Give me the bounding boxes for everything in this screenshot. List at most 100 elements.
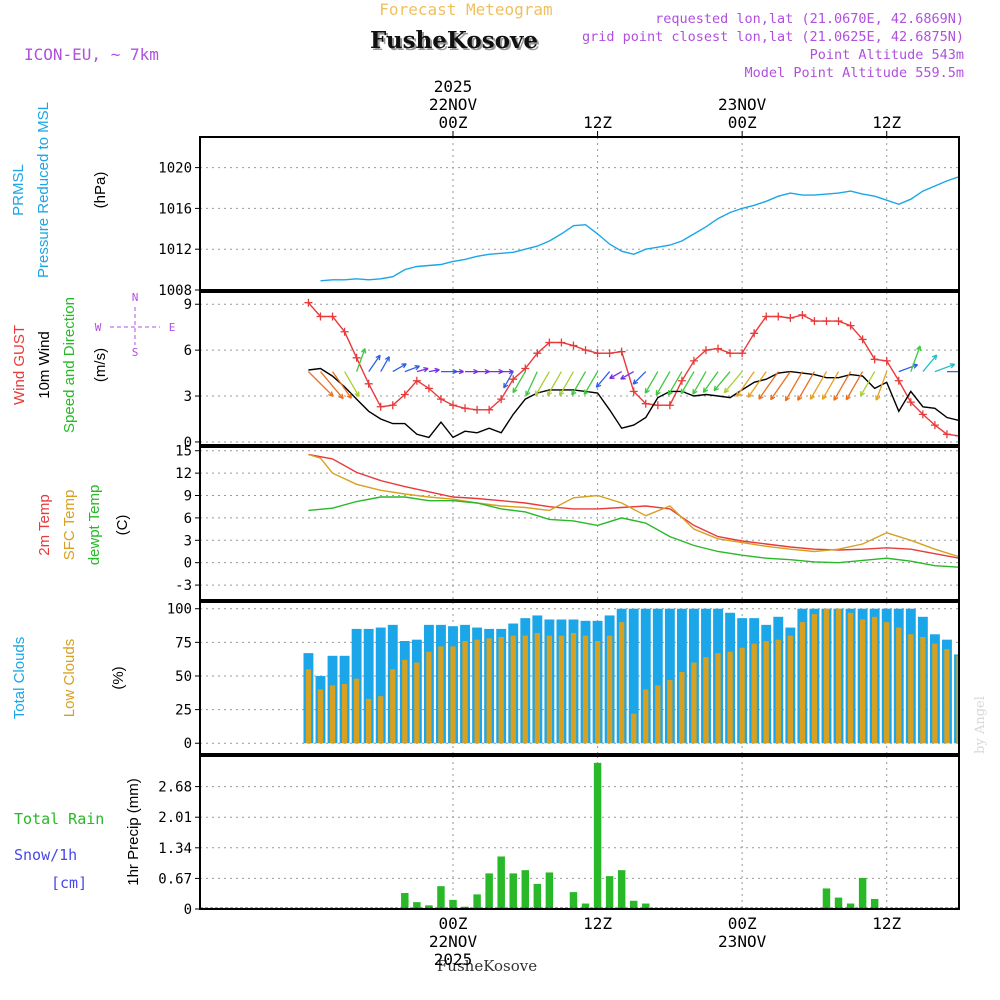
axis-label: (%) <box>110 666 127 689</box>
low-cloud-bar <box>534 632 540 744</box>
wind-arrow <box>809 371 828 400</box>
wind-arrow <box>477 368 490 375</box>
wind-arrow <box>546 371 562 397</box>
wind-arrow <box>620 371 635 380</box>
low-cloud-bar <box>739 647 745 744</box>
total-cloud-bar <box>628 608 639 744</box>
panel-precip: 0 0.67 1.34 2.01 2.68 1hr Precip (mm) Total Ra… <box>14 755 960 918</box>
wind-arrow <box>934 363 956 373</box>
low-cloud-bar <box>655 685 661 744</box>
axis-label: Low Clouds <box>61 639 78 717</box>
low-cloud-bar <box>799 622 806 744</box>
rain-bar <box>545 872 554 909</box>
axis-label: Total Clouds <box>11 637 28 720</box>
gust-marker <box>942 430 951 439</box>
low-cloud-bar <box>884 622 890 744</box>
panel-clouds: 0 25 50 75 100 Total Clouds Low Clouds (%) <box>11 601 960 755</box>
gust-marker <box>569 341 578 350</box>
low-cloud-bar <box>317 689 324 744</box>
axis-label: PRMSL <box>10 164 27 216</box>
gust-marker <box>689 356 698 365</box>
rain-bar <box>846 903 855 909</box>
low-cloud-bar <box>426 651 432 744</box>
wind-arrow <box>702 371 719 393</box>
axis-label: Pressure Reduced to MSL <box>35 102 52 278</box>
y-tick-label: 9 <box>184 489 192 505</box>
low-cloud-bar <box>582 635 589 744</box>
wind-arrow <box>667 371 683 396</box>
panel-frame <box>199 136 960 291</box>
wind-arrow <box>632 371 647 385</box>
gust-marker <box>461 404 470 413</box>
low-cloud-bar <box>305 669 312 744</box>
low-cloud-bar <box>811 614 818 744</box>
series-sfc-temp <box>308 453 959 558</box>
axis-label: (C) <box>114 515 131 536</box>
gust-marker <box>822 317 831 326</box>
gust-marker <box>557 338 566 347</box>
y-tick-label: 0 <box>184 435 192 451</box>
low-cloud-bar <box>920 636 926 744</box>
gust-marker <box>352 353 361 362</box>
top-time-label: 23NOV <box>718 95 767 114</box>
low-cloud-bar <box>703 657 709 744</box>
gust-marker <box>533 349 542 358</box>
data-layer <box>308 453 959 568</box>
axis-label: dewpt Temp <box>86 485 103 566</box>
y-tick-label: 50 <box>175 669 192 685</box>
y-tick-label: 0.67 <box>158 871 192 887</box>
gust-marker <box>412 376 421 385</box>
low-cloud-bar <box>402 659 408 744</box>
data-layer <box>303 608 959 744</box>
low-cloud-bar <box>414 662 420 744</box>
y-tick-label: 9 <box>184 297 192 313</box>
y-tick-label: 1020 <box>158 161 192 177</box>
gust-marker <box>304 298 313 307</box>
gust-marker <box>882 356 891 365</box>
location-title-shadow: FusheKosove <box>372 29 540 56</box>
top-time-label: 12Z <box>872 113 901 132</box>
bottom-time-label: 22NOV <box>429 932 478 951</box>
compass-lines <box>110 307 160 345</box>
y-tick-label: 12 <box>175 466 192 482</box>
wind-arrow <box>503 371 514 389</box>
gust-marker <box>473 405 482 414</box>
rain-bar <box>605 876 614 909</box>
wind-arrow <box>355 348 367 372</box>
low-cloud-bar <box>329 685 336 744</box>
gust-marker <box>581 346 590 355</box>
y-tick-label: 25 <box>175 703 192 719</box>
axis-label: (hPa) <box>92 172 109 209</box>
low-cloud-bar <box>847 612 854 744</box>
panel-frame <box>199 601 960 755</box>
gust-marker <box>726 349 735 358</box>
low-cloud-bar <box>341 684 348 744</box>
gust-marker <box>653 401 662 410</box>
axis-label: 2m Temp <box>36 494 53 555</box>
wind-arrow <box>845 371 864 401</box>
panel-frame <box>199 755 960 910</box>
rain-bar <box>521 870 530 909</box>
top-time-label: 00Z <box>728 113 757 132</box>
rain-bar <box>870 898 879 909</box>
gust-marker <box>702 346 710 355</box>
low-cloud-bar <box>667 680 673 744</box>
low-cloud-bar <box>522 635 528 744</box>
wind-arrow <box>392 363 407 373</box>
y-tick-label: 100 <box>167 602 192 618</box>
data-layer <box>320 176 959 282</box>
rain-bar <box>413 902 421 909</box>
wind-arrow <box>534 371 550 397</box>
rain-bar <box>858 877 867 909</box>
wind-arrow <box>910 345 922 372</box>
wind-arrow <box>558 371 575 397</box>
low-cloud-bar <box>462 641 468 744</box>
wind-arrow <box>821 371 840 400</box>
gust-marker <box>509 375 518 384</box>
series-10m-wind <box>308 367 959 439</box>
wind-arrow <box>947 370 959 373</box>
wind-arrow <box>723 371 743 394</box>
wind-arrow <box>428 367 440 374</box>
wind-arrow <box>525 371 538 397</box>
gust-marker <box>846 321 855 330</box>
